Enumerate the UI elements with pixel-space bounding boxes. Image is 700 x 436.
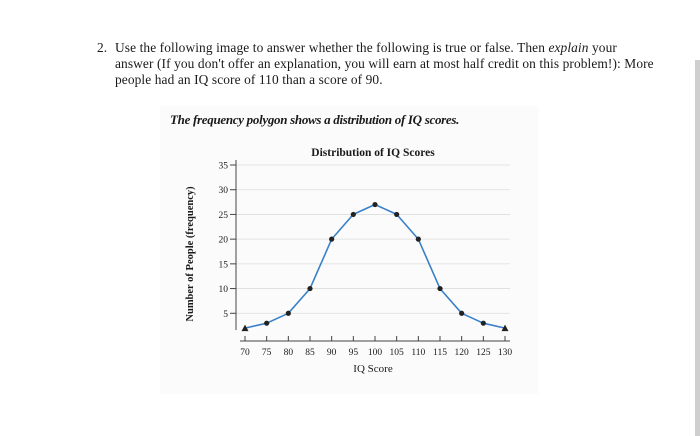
- data-point-arrow: [241, 324, 249, 332]
- x-axis-label: IQ Score: [353, 363, 393, 375]
- x-tick-label: 100: [368, 348, 383, 358]
- y-tick-label: 5: [223, 310, 228, 320]
- x-tick-label: 105: [390, 348, 405, 358]
- data-point: [415, 236, 421, 242]
- chart-title: Distribution of IQ Scores: [311, 147, 435, 159]
- data-point: [350, 211, 356, 218]
- data-point: [307, 285, 313, 292]
- y-tick-label: 15: [219, 260, 229, 270]
- question-number: 2.: [97, 40, 108, 55]
- data-point: [437, 285, 443, 292]
- x-tick-label: 95: [349, 348, 359, 358]
- y-tick-label: 10: [219, 285, 229, 295]
- data-point: [372, 201, 378, 208]
- y-tick-label: 35: [219, 162, 229, 172]
- data-point-arrow: [501, 324, 509, 332]
- x-ticks: 70 75 80 85 90 95 100 105 110 115 120 125 130: [240, 336, 512, 358]
- data-point: [459, 310, 465, 316]
- question-text: Use the following image to answer whethe…: [115, 40, 657, 88]
- data-point: [394, 211, 400, 218]
- x-tick-label: 120: [455, 348, 470, 358]
- question-text-after: your answer (If you don't offer an expla…: [115, 40, 654, 87]
- data-point: [480, 320, 486, 326]
- x-tick-label: 130: [498, 348, 513, 358]
- y-tick-label: 20: [219, 236, 229, 246]
- y-tick-label: 30: [219, 186, 229, 196]
- x-tick-label: 75: [262, 348, 272, 358]
- axes: [235, 160, 510, 342]
- x-tick-label: 115: [433, 348, 447, 358]
- question-emphasis: explain: [548, 40, 589, 55]
- y-ticks: 5 10 15 20 25 30 35: [219, 162, 236, 320]
- data-point: [264, 320, 270, 326]
- y-tick-label: 25: [219, 211, 229, 221]
- data-point: [285, 310, 291, 316]
- grid-lines: [236, 164, 510, 314]
- scrollbar[interactable]: [695, 60, 700, 436]
- figure-caption: The frequency polygon shows a distributi…: [170, 112, 460, 127]
- x-tick-label: 110: [411, 348, 425, 358]
- figure-panel: [160, 106, 538, 394]
- data-point: [329, 236, 335, 242]
- x-tick-label: 80: [284, 348, 294, 358]
- frequency-polygon-line: [244, 203, 506, 329]
- question-text-before: Use the following image to answer whethe…: [115, 40, 549, 55]
- x-tick-label: 125: [476, 348, 491, 358]
- x-tick-label: 85: [305, 348, 315, 358]
- x-tick-label: 70: [240, 348, 250, 358]
- x-tick-label: 90: [327, 348, 337, 358]
- y-axis-label: Number of People (frequency): [185, 186, 196, 322]
- frequency-series: [241, 201, 509, 332]
- question-block: 2. Use the following image to answer whe…: [97, 40, 657, 88]
